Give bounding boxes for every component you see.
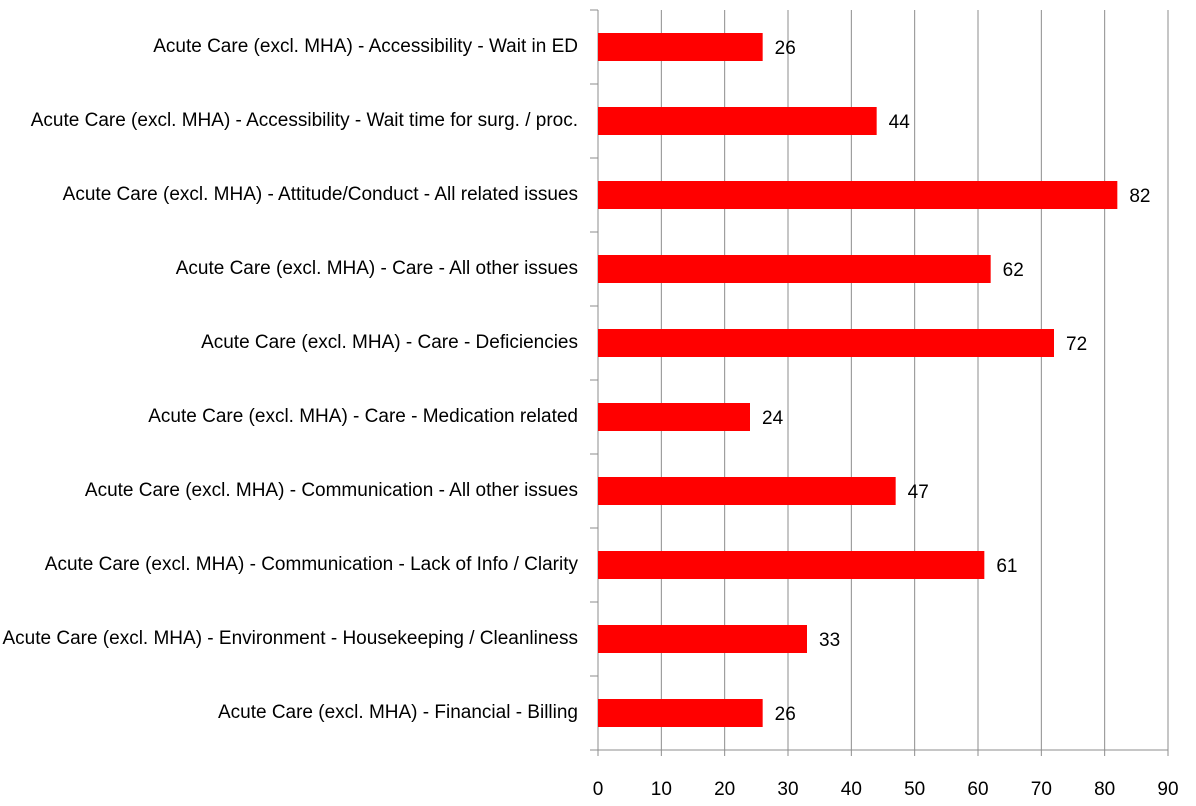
data-label: 44	[889, 112, 911, 133]
data-label: 47	[908, 482, 929, 503]
x-tick-label: 20	[714, 779, 735, 800]
x-tick-label: 90	[1157, 779, 1178, 800]
y-tick-label: Acute Care (excl. MHA) - Care - Deficien…	[201, 332, 578, 353]
x-tick-label: 10	[651, 779, 672, 800]
bar	[598, 477, 896, 505]
bar	[598, 181, 1118, 209]
data-label: 61	[996, 556, 1017, 577]
data-label: 82	[1129, 186, 1150, 207]
data-label: 33	[819, 630, 840, 651]
bar	[598, 33, 763, 61]
bar	[598, 403, 750, 431]
x-tick-label: 80	[1094, 779, 1115, 800]
x-tick-label: 40	[841, 779, 862, 800]
y-tick-label: Acute Care (excl. MHA) - Care - All othe…	[175, 258, 578, 279]
bar	[598, 625, 807, 653]
bar	[598, 255, 991, 283]
x-tick-label: 70	[1031, 779, 1052, 800]
x-tick-label: 60	[967, 779, 988, 800]
y-tick-label: Acute Care (excl. MHA) - Environment - H…	[2, 628, 578, 649]
x-tick-label: 50	[904, 779, 925, 800]
y-tick-label: Acute Care (excl. MHA) - Accessibility -…	[30, 110, 578, 131]
data-label: 24	[762, 408, 784, 429]
y-tick-label: Acute Care (excl. MHA) - Care - Medicati…	[148, 406, 578, 427]
y-tick-label: Acute Care (excl. MHA) - Communication -…	[84, 480, 578, 501]
bar	[598, 329, 1054, 357]
y-tick-label: Acute Care (excl. MHA) - Accessibility -…	[153, 36, 578, 57]
data-label: 62	[1003, 260, 1024, 281]
data-label: 72	[1066, 334, 1087, 355]
x-tick-label: 0	[593, 779, 604, 800]
data-label: 26	[775, 704, 796, 725]
data-label: 26	[775, 38, 796, 59]
y-tick-label: Acute Care (excl. MHA) - Financial - Bil…	[217, 702, 578, 723]
y-tick-label: Acute Care (excl. MHA) - Communication -…	[44, 554, 578, 575]
bar	[598, 551, 985, 579]
x-tick-label: 30	[777, 779, 798, 800]
y-tick-label: Acute Care (excl. MHA) - Attitude/Conduc…	[62, 184, 578, 205]
bar	[598, 699, 763, 727]
bar	[598, 107, 877, 135]
